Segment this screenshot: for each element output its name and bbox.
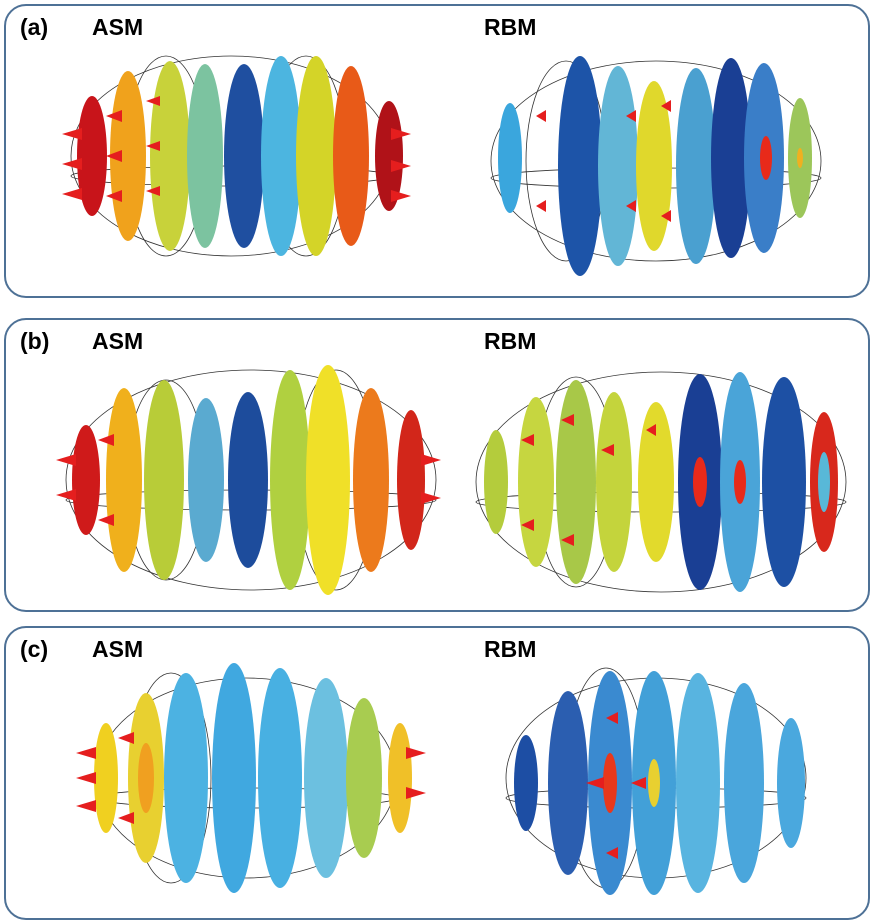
- asm-arrows: [62, 96, 411, 202]
- asm-title: ASM: [92, 636, 144, 662]
- rbm-title: RBM: [484, 636, 537, 662]
- mode-illustration: [62, 55, 822, 276]
- asm-arrows: [56, 434, 441, 526]
- asm-discs: [77, 56, 403, 256]
- rbm-title: RBM: [484, 14, 537, 40]
- panel-label: (b): [20, 328, 50, 354]
- mode-illustration: [76, 663, 807, 895]
- asm-title: ASM: [92, 328, 144, 354]
- asm-discs: [94, 663, 412, 893]
- rbm-title: RBM: [484, 328, 537, 354]
- asm-title: ASM: [92, 14, 144, 40]
- rbm-discs: [484, 372, 838, 592]
- panel-label: (a): [20, 14, 49, 40]
- panel-c: (c) ASM RBM: [4, 626, 870, 920]
- asm-discs: [72, 365, 425, 595]
- asm-arrows: [76, 732, 426, 824]
- rbm-arrows: [521, 414, 656, 546]
- rbm-discs: [498, 56, 812, 276]
- mode-illustration: [56, 365, 847, 595]
- rbm-discs: [514, 671, 805, 895]
- panel-b: (b) ASM RBM: [4, 318, 870, 612]
- rbm-arrows: [536, 100, 671, 222]
- rbm-arrows: [586, 712, 646, 859]
- panel-a: (a) ASM RBM: [4, 4, 870, 298]
- panel-label: (c): [20, 636, 49, 662]
